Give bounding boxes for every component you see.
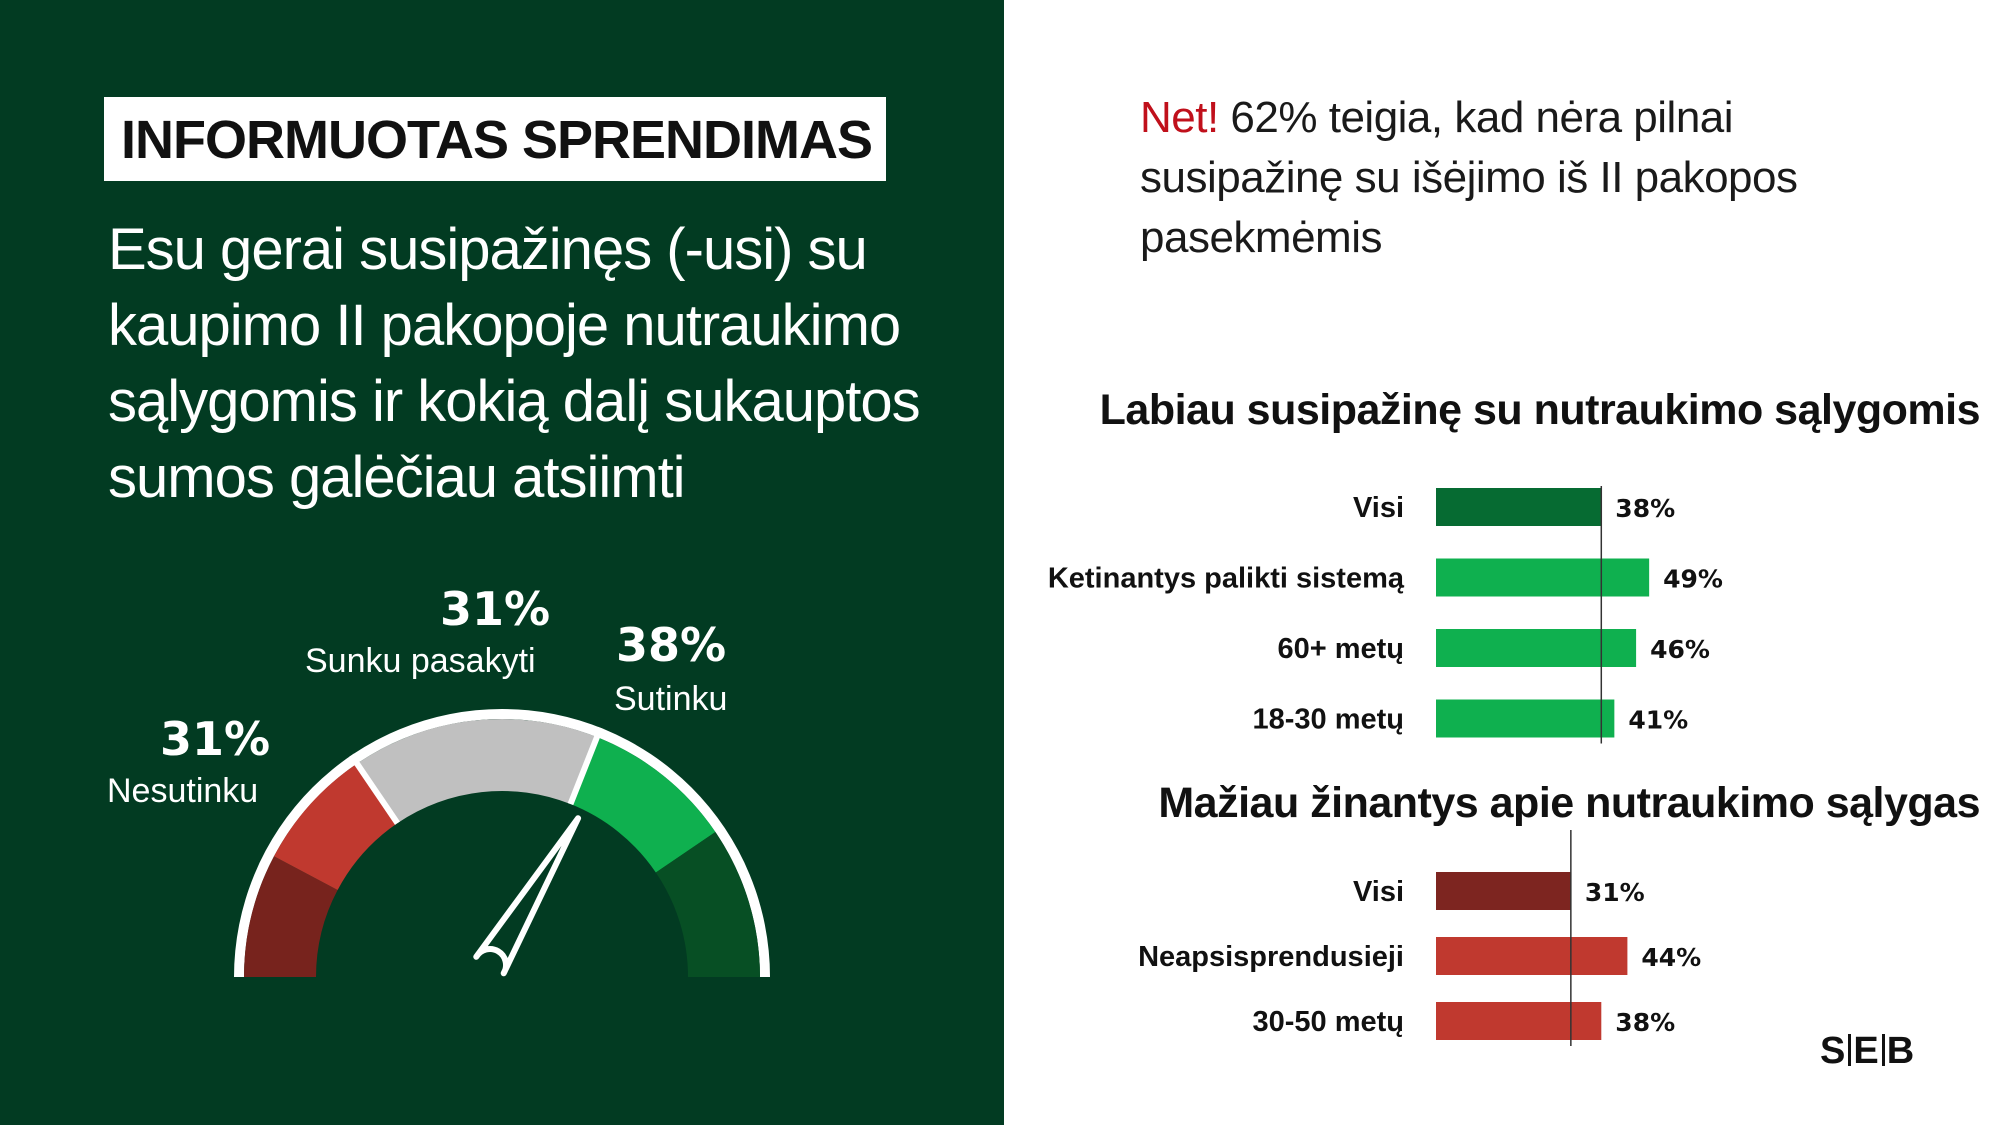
bar-category-2-1: Neapsisprendusieji [1138, 941, 1404, 973]
badge-text: INFORMUOTAS SPRENDIMAS [121, 110, 873, 170]
bar-category-1-2: 60+ metų [1277, 633, 1404, 665]
bar-category-2-2: 30-50 metų [1252, 1006, 1404, 1038]
highlight-body: 62% teigia, kad nėra pilnai susipažinę s… [1140, 93, 1798, 262]
bar-2-1 [1436, 937, 1628, 975]
statement-text: Esu gerai susipažinęs (-usi) su kaupimo … [108, 217, 921, 510]
title-badge: INFORMUOTAS SPRENDIMAS [104, 97, 886, 181]
bar-value-2-0: 31% [1585, 878, 1645, 907]
gauge-chart [234, 709, 770, 977]
highlight-text: Net! 62% teigia, kad nėra pilnai susipaž… [1140, 88, 1920, 268]
bar-1-2 [1436, 629, 1637, 667]
bar-2-0 [1436, 872, 1571, 910]
bar-value-1-1: 49% [1663, 565, 1723, 594]
bar-category-1-0: Visi [1353, 492, 1404, 524]
gauge-needle [473, 815, 582, 977]
gauge-segment-disagree-a [244, 856, 338, 977]
bar-value-1-2: 46% [1650, 635, 1710, 664]
bar-2-2 [1436, 1002, 1602, 1040]
gauge-segment-disagree-b [273, 763, 398, 890]
gauge-separator [567, 726, 604, 806]
bar-1-0 [1436, 488, 1602, 526]
gauge-pct-agree: 38% [616, 618, 727, 672]
bar-category-1-1: Ketinantys palikti sistemą [1048, 563, 1405, 595]
bar-value-1-3: 41% [1628, 706, 1688, 735]
bar-category-2-0: Visi [1353, 876, 1404, 908]
bar-1-1 [1436, 558, 1650, 597]
gauge-label-disagree: Nesutinku [107, 772, 259, 810]
gauge-separator [348, 753, 400, 825]
bar-value-1-0: 38% [1615, 494, 1675, 523]
bar-1-3 [1436, 699, 1615, 738]
gauge-label-unsure: Sunku pasakyti [305, 642, 536, 680]
highlight-net: Net! [1140, 93, 1219, 142]
gauge-pct-unsure: 31% [440, 582, 551, 636]
chart-title-2: Mažiau žinantys apie nutraukimo sąlygas [1158, 779, 1980, 827]
gauge-segment-agree-a [570, 737, 716, 873]
bar-category-1-3: 18-30 metų [1252, 704, 1404, 736]
bar-value-2-1: 44% [1641, 943, 1701, 972]
left-panel [0, 0, 1004, 1125]
gauge-segment-agree-b [655, 831, 760, 977]
gauge-segment-unsure [356, 718, 597, 824]
chart-title-1: Labiau susipažinę su nutraukimo sąlygomi… [1099, 386, 1981, 434]
gauge-pct-disagree: 31% [160, 712, 271, 766]
bar-value-2-2: 38% [1615, 1008, 1675, 1037]
gauge-label-agree: Sutinku [614, 680, 728, 718]
